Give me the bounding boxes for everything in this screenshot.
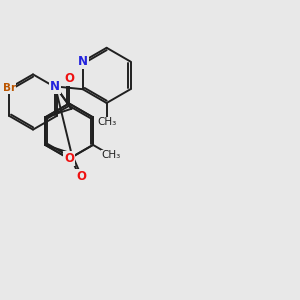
Text: O: O bbox=[64, 152, 74, 165]
Text: N: N bbox=[78, 55, 88, 68]
Text: CH₃: CH₃ bbox=[97, 117, 116, 127]
Text: CH₃: CH₃ bbox=[101, 150, 121, 160]
Text: O: O bbox=[64, 72, 74, 85]
Text: O: O bbox=[76, 169, 86, 183]
Text: N: N bbox=[50, 80, 60, 93]
Text: Br: Br bbox=[2, 83, 16, 93]
